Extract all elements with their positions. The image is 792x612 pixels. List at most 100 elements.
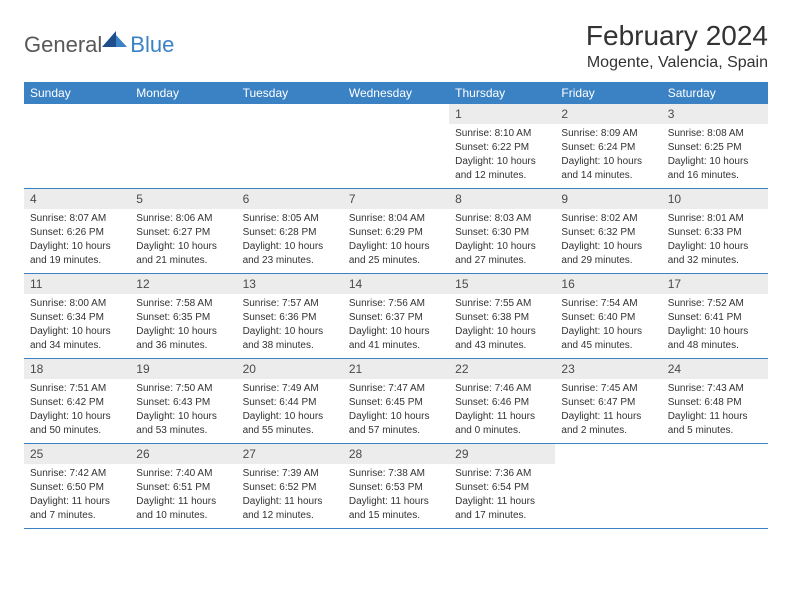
day-cell: 24Sunrise: 7:43 AMSunset: 6:48 PMDayligh… [662,359,768,443]
sunrise-text: Sunrise: 7:55 AM [455,297,549,311]
sunrise-text: Sunrise: 7:36 AM [455,467,549,481]
day-cell: 23Sunrise: 7:45 AMSunset: 6:47 PMDayligh… [555,359,661,443]
weekday-header: Friday [555,82,661,104]
sunset-text: Sunset: 6:48 PM [668,396,762,410]
sunset-text: Sunset: 6:32 PM [561,226,655,240]
day-number: 16 [555,274,661,294]
sunset-text: Sunset: 6:38 PM [455,311,549,325]
day-info: Sunrise: 7:38 AMSunset: 6:53 PMDaylight:… [343,464,449,528]
day-info: Sunrise: 7:36 AMSunset: 6:54 PMDaylight:… [449,464,555,528]
day-number: 8 [449,189,555,209]
sunrise-text: Sunrise: 7:45 AM [561,382,655,396]
daylight-text: Daylight: 11 hours and 17 minutes. [455,495,549,523]
sunrise-text: Sunrise: 8:06 AM [136,212,230,226]
daylight-text: Daylight: 10 hours and 50 minutes. [30,410,124,438]
day-number: 7 [343,189,449,209]
day-cell: 27 Sunrise: 7:39 AMSunset: 6:52 PMDayligh… [237,444,343,528]
day-info: Sunrise: 8:10 AMSunset: 6:22 PMDaylight:… [449,124,555,188]
sunset-text: Sunset: 6:28 PM [243,226,337,240]
day-cell: 22Sunrise: 7:46 AMSunset: 6:46 PMDayligh… [449,359,555,443]
sunrise-text: Sunrise: 8:08 AM [668,127,762,141]
weekday-header: Wednesday [343,82,449,104]
week-row: 11Sunrise: 8:00 AMSunset: 6:34 PMDayligh… [24,274,768,359]
sunrise-text: Sunrise: 8:01 AM [668,212,762,226]
day-cell: 12Sunrise: 7:58 AMSunset: 6:35 PMDayligh… [130,274,236,358]
daylight-text: Daylight: 10 hours and 45 minutes. [561,325,655,353]
sunrise-text: Sunrise: 7:52 AM [668,297,762,311]
day-number: 15 [449,274,555,294]
day-number: 12 [130,274,236,294]
day-info: Sunrise: 7:49 AMSunset: 6:44 PMDaylight:… [237,379,343,443]
sunset-text: Sunset: 6:29 PM [349,226,443,240]
sunset-text: Sunset: 6:54 PM [455,481,549,495]
daylight-text: Daylight: 10 hours and 14 minutes. [561,155,655,183]
empty-day-cell [662,444,768,528]
day-number: 27 [237,444,343,464]
sunset-text: Sunset: 6:27 PM [136,226,230,240]
day-number: 28 [343,444,449,464]
sunset-text: Sunset: 6:42 PM [30,396,124,410]
daylight-text: Daylight: 11 hours and 2 minutes. [561,410,655,438]
day-info: Sunrise: 8:04 AMSunset: 6:29 PMDaylight:… [343,209,449,273]
sunrise-text: Sunrise: 8:04 AM [349,212,443,226]
sunset-text: Sunset: 6:53 PM [349,481,443,495]
day-cell: 26Sunrise: 7:40 AMSunset: 6:51 PMDayligh… [130,444,236,528]
sunset-text: Sunset: 6:33 PM [668,226,762,240]
sunset-text: Sunset: 6:22 PM [455,141,549,155]
sunset-text: Sunset: 6:26 PM [30,226,124,240]
sunrise-text: Sunrise: 8:00 AM [30,297,124,311]
day-cell: 4Sunrise: 8:07 AMSunset: 6:26 PMDaylight… [24,189,130,273]
day-number: 24 [662,359,768,379]
day-number: 19 [130,359,236,379]
day-number: 29 [449,444,555,464]
sunset-text: Sunset: 6:47 PM [561,396,655,410]
day-info: Sunrise: 7:42 AMSunset: 6:50 PMDaylight:… [24,464,130,528]
day-number: 6 [237,189,343,209]
empty-day-cell [343,104,449,188]
logo-text-general: General [24,32,102,58]
sunrise-text: Sunrise: 7:39 AM [243,467,337,481]
day-cell: 7Sunrise: 8:04 AMSunset: 6:29 PMDaylight… [343,189,449,273]
daylight-text: Daylight: 10 hours and 29 minutes. [561,240,655,268]
daylight-text: Daylight: 11 hours and 10 minutes. [136,495,230,523]
day-info: Sunrise: 8:01 AMSunset: 6:33 PMDaylight:… [662,209,768,273]
location: Mogente, Valencia, Spain [586,54,768,72]
day-number: 4 [24,189,130,209]
day-info: Sunrise: 7:46 AMSunset: 6:46 PMDaylight:… [449,379,555,443]
daylight-text: Daylight: 10 hours and 16 minutes. [668,155,762,183]
day-cell: 5 Sunrise: 8:06 AMSunset: 6:27 PMDaylight… [130,189,236,273]
day-cell: 18Sunrise: 7:51 AMSunset: 6:42 PMDayligh… [24,359,130,443]
day-number: 26 [130,444,236,464]
day-number: 2 [555,104,661,124]
daylight-text: Daylight: 10 hours and 21 minutes. [136,240,230,268]
day-info: Sunrise: 8:09 AMSunset: 6:24 PMDaylight:… [555,124,661,188]
daylight-text: Daylight: 10 hours and 23 minutes. [243,240,337,268]
sunrise-text: Sunrise: 7:40 AM [136,467,230,481]
weekday-header: Thursday [449,82,555,104]
sunrise-text: Sunrise: 7:38 AM [349,467,443,481]
sunrise-text: Sunrise: 8:02 AM [561,212,655,226]
sunrise-text: Sunrise: 7:43 AM [668,382,762,396]
day-number: 18 [24,359,130,379]
sunrise-text: Sunrise: 7:51 AM [30,382,124,396]
week-row: 4Sunrise: 8:07 AMSunset: 6:26 PMDaylight… [24,189,768,274]
day-info: Sunrise: 7:45 AMSunset: 6:47 PMDaylight:… [555,379,661,443]
sunset-text: Sunset: 6:36 PM [243,311,337,325]
day-number: 23 [555,359,661,379]
day-number: 3 [662,104,768,124]
day-number: 13 [237,274,343,294]
day-info: Sunrise: 7:58 AMSunset: 6:35 PMDaylight:… [130,294,236,358]
sunrise-text: Sunrise: 7:58 AM [136,297,230,311]
day-cell: 20Sunrise: 7:49 AMSunset: 6:44 PMDayligh… [237,359,343,443]
day-info: Sunrise: 7:51 AMSunset: 6:42 PMDaylight:… [24,379,130,443]
sunset-text: Sunset: 6:44 PM [243,396,337,410]
calendar-grid: Sunday Monday Tuesday Wednesday Thursday… [24,82,768,529]
day-info: Sunrise: 7:54 AMSunset: 6:40 PMDaylight:… [555,294,661,358]
sunset-text: Sunset: 6:52 PM [243,481,337,495]
day-number: 9 [555,189,661,209]
daylight-text: Daylight: 10 hours and 38 minutes. [243,325,337,353]
day-number: 5 [130,189,236,209]
day-cell: 9 Sunrise: 8:02 AMSunset: 6:32 PMDaylight… [555,189,661,273]
daylight-text: Daylight: 11 hours and 12 minutes. [243,495,337,523]
daylight-text: Daylight: 11 hours and 7 minutes. [30,495,124,523]
